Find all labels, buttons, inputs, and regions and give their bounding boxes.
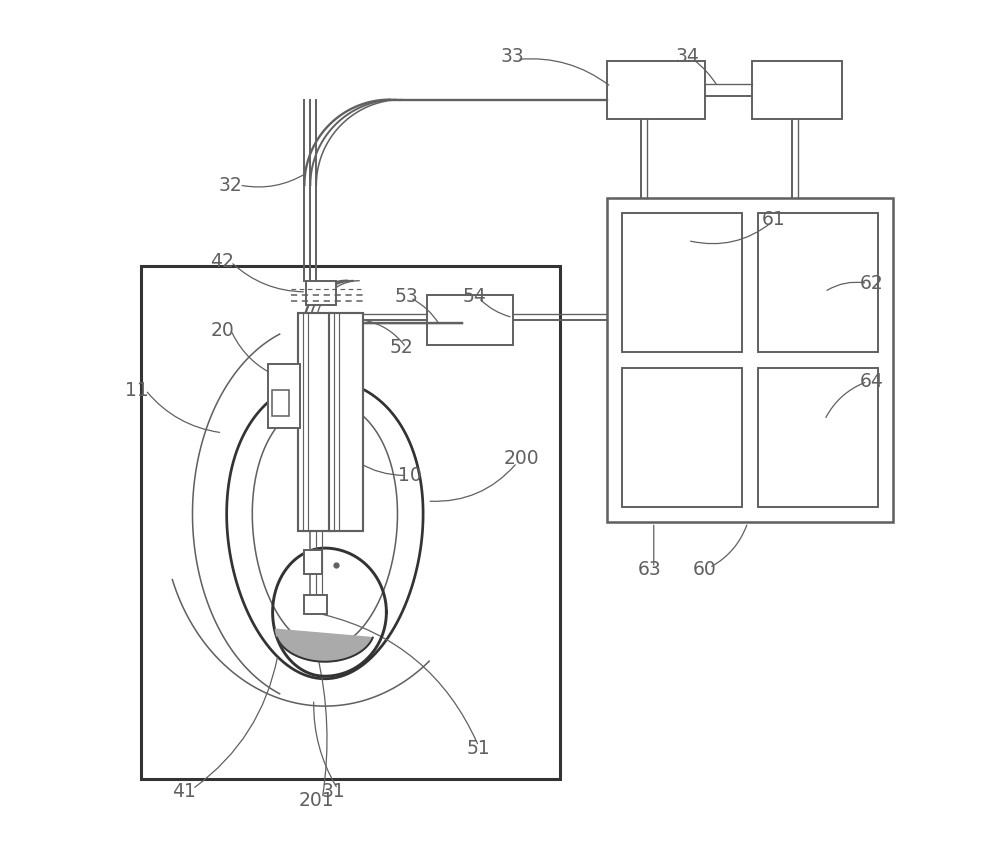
FancyBboxPatch shape [622,213,742,352]
FancyBboxPatch shape [304,595,327,614]
Text: 31: 31 [322,782,345,801]
FancyBboxPatch shape [758,213,878,352]
FancyBboxPatch shape [752,61,842,119]
Text: 34: 34 [676,47,700,66]
Polygon shape [275,629,373,662]
Text: 41: 41 [172,782,196,801]
Text: 53: 53 [394,286,418,306]
Text: 10: 10 [398,466,422,485]
Text: 20: 20 [211,321,234,339]
FancyBboxPatch shape [272,390,289,416]
Text: 32: 32 [219,176,243,195]
Text: 52: 52 [390,338,414,357]
Text: 51: 51 [467,740,491,758]
Text: 201: 201 [299,791,334,810]
FancyBboxPatch shape [607,61,705,119]
Text: 200: 200 [504,449,539,468]
Text: 54: 54 [462,286,486,306]
FancyBboxPatch shape [306,281,336,304]
Text: 11: 11 [125,381,149,399]
Text: 61: 61 [761,210,785,229]
FancyBboxPatch shape [758,368,878,507]
FancyBboxPatch shape [622,368,742,507]
FancyBboxPatch shape [304,550,322,573]
FancyBboxPatch shape [268,364,300,428]
Text: 64: 64 [860,372,884,391]
Text: 63: 63 [638,560,661,579]
FancyBboxPatch shape [329,313,363,531]
Text: 62: 62 [860,273,883,293]
FancyBboxPatch shape [298,313,332,531]
Text: 33: 33 [501,47,525,66]
FancyBboxPatch shape [427,296,513,345]
FancyBboxPatch shape [607,198,893,523]
Text: 60: 60 [693,560,717,579]
Text: 42: 42 [210,253,234,272]
FancyBboxPatch shape [141,267,560,779]
